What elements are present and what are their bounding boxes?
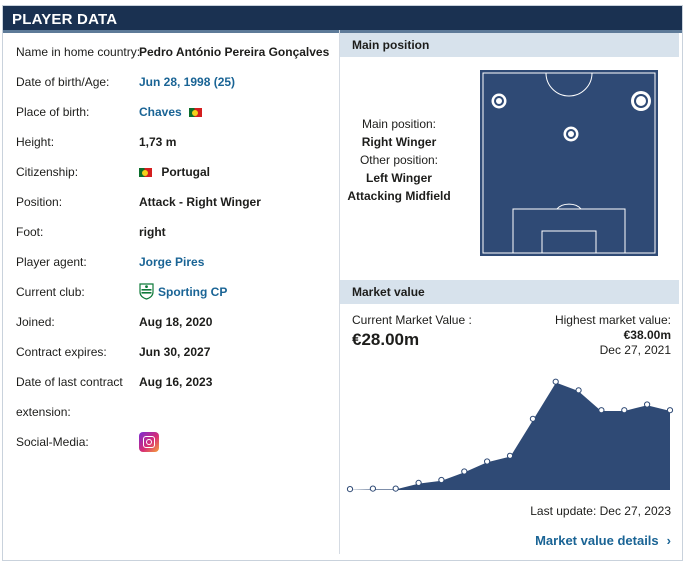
main-position-label: Main position:: [361, 117, 437, 131]
row-value: Aug 16, 2023: [139, 375, 213, 389]
row-dob: Date of birth/Age: Jun 28, 1998 (25): [16, 72, 336, 92]
current-club-link[interactable]: Sporting CP: [158, 285, 228, 299]
chart-point[interactable]: [552, 378, 559, 385]
row-value: right: [139, 225, 166, 239]
chart-point[interactable]: [506, 452, 514, 459]
row-foot: Foot: right: [16, 222, 336, 242]
chart-point[interactable]: [575, 387, 582, 394]
row-label: Date of birth/Age:: [16, 75, 110, 89]
row-label: Current club:: [16, 285, 85, 299]
market-value-title: Market value: [352, 285, 425, 299]
chart-point[interactable]: [369, 485, 376, 492]
position-text: Main position: Right Winger Other positi…: [340, 115, 458, 205]
chart-point[interactable]: [529, 415, 536, 422]
row-label: Social-Media:: [16, 435, 89, 449]
row-label: Date of last contract: [16, 375, 123, 389]
dob-link[interactable]: Jun 28, 1998 (25): [139, 75, 236, 89]
center-circle-arc: [545, 72, 593, 97]
row-extension-cont: extension:: [16, 402, 336, 422]
agent-link[interactable]: Jorge Pires: [139, 255, 205, 269]
highest-market-value: €38.00m: [623, 328, 671, 342]
main-position-header: Main position: [340, 33, 679, 57]
other-position-value: Left Winger: [366, 171, 432, 185]
chart-point[interactable]: [392, 485, 399, 492]
highest-market-value-label: Highest market value:: [554, 313, 671, 327]
row-current-club: Current club: Sporting CP: [16, 282, 336, 302]
portugal-flag-icon: [139, 168, 152, 177]
goal-box: [541, 230, 597, 254]
chart-point[interactable]: [438, 476, 445, 484]
pitch-diagram: [480, 70, 658, 256]
chart-area: [350, 381, 670, 490]
row-citizenship: Citizenship: Portugal: [16, 162, 336, 182]
main-position-title: Main position: [352, 38, 430, 52]
sporting-cp-badge-icon[interactable]: [139, 283, 154, 300]
chart-point[interactable]: [644, 401, 651, 408]
row-agent: Player agent: Jorge Pires: [16, 252, 336, 272]
chart-point[interactable]: [461, 468, 468, 475]
instagram-icon[interactable]: [139, 432, 159, 452]
penalty-arc: [556, 203, 582, 210]
citizenship-value: Portugal: [139, 162, 210, 182]
column-divider: [339, 30, 340, 554]
row-label: Contract expires:: [16, 345, 107, 359]
other-position-label: Other position:: [359, 153, 439, 167]
highest-market-value-date: Dec 27, 2021: [599, 343, 671, 357]
row-label: Position:: [16, 195, 63, 209]
chart-point[interactable]: [621, 407, 628, 414]
row-place-of-birth: Place of birth: Chaves: [16, 102, 336, 122]
row-position: Position: Attack - Right Winger: [16, 192, 336, 212]
row-label: Player agent:: [16, 255, 87, 269]
current-club-value: Sporting CP: [139, 282, 227, 302]
row-name-home: Name in home country: Pedro António Pere…: [16, 42, 336, 62]
row-value: Pedro António Pereira Gonçalves: [139, 45, 330, 59]
place-of-birth-link[interactable]: Chaves: [139, 105, 182, 119]
pitch-field: [480, 70, 658, 256]
card-header: PLAYER DATA: [3, 6, 682, 33]
row-contract-expires: Contract expires: Jun 30, 2027: [16, 342, 336, 362]
market-value-chart[interactable]: [342, 370, 680, 500]
row-label: Height:: [16, 135, 55, 149]
row-label: Citizenship:: [16, 165, 79, 179]
place-of-birth-value: Chaves: [139, 102, 203, 122]
player-info-list: Name in home country: Pedro António Pere…: [0, 30, 339, 554]
last-update-text: Last update: Dec 27, 2023: [530, 504, 671, 518]
row-last-contract-extension: Date of last contract Aug 16, 2023: [16, 372, 336, 392]
chart-point[interactable]: [666, 407, 674, 414]
position-marker-left-winger: [491, 93, 507, 109]
position-marker-attacking-midfield: [563, 126, 579, 142]
chart-point[interactable]: [484, 458, 491, 465]
row-value: 1,73 m: [139, 135, 177, 149]
row-label: Place of birth:: [16, 105, 90, 119]
current-market-value-label: Current Market Value :: [352, 313, 472, 327]
other-position-value: Attacking Midfield: [347, 189, 451, 203]
row-height: Height: 1,73 m: [16, 132, 336, 152]
market-value-details-link[interactable]: Market value details ›: [535, 533, 671, 548]
chart-point[interactable]: [598, 407, 605, 414]
position-marker-right-winger: [631, 91, 651, 111]
row-label: Joined:: [16, 315, 55, 329]
row-value: Attack - Right Winger: [139, 195, 261, 209]
row-label: Name in home country:: [16, 45, 141, 59]
current-market-value: €28.00m: [352, 330, 420, 349]
main-position-value: Right Winger: [361, 135, 437, 149]
row-value: Aug 18, 2020: [139, 315, 213, 329]
chevron-right-icon: ›: [666, 533, 671, 548]
market-value-details-label: Market value details: [535, 533, 659, 548]
row-value: Jun 30, 2027: [139, 345, 211, 359]
chart-point[interactable]: [346, 486, 354, 493]
portugal-flag-icon: [189, 108, 203, 117]
row-social-media: Social-Media:: [16, 432, 336, 452]
row-label: extension:: [16, 405, 71, 419]
card-title: PLAYER DATA: [12, 11, 118, 28]
citizenship-text: Portugal: [161, 165, 211, 179]
row-label: Foot:: [16, 225, 44, 239]
market-value-header: Market value: [340, 280, 679, 304]
row-joined: Joined: Aug 18, 2020: [16, 312, 336, 332]
chart-point[interactable]: [415, 479, 422, 487]
